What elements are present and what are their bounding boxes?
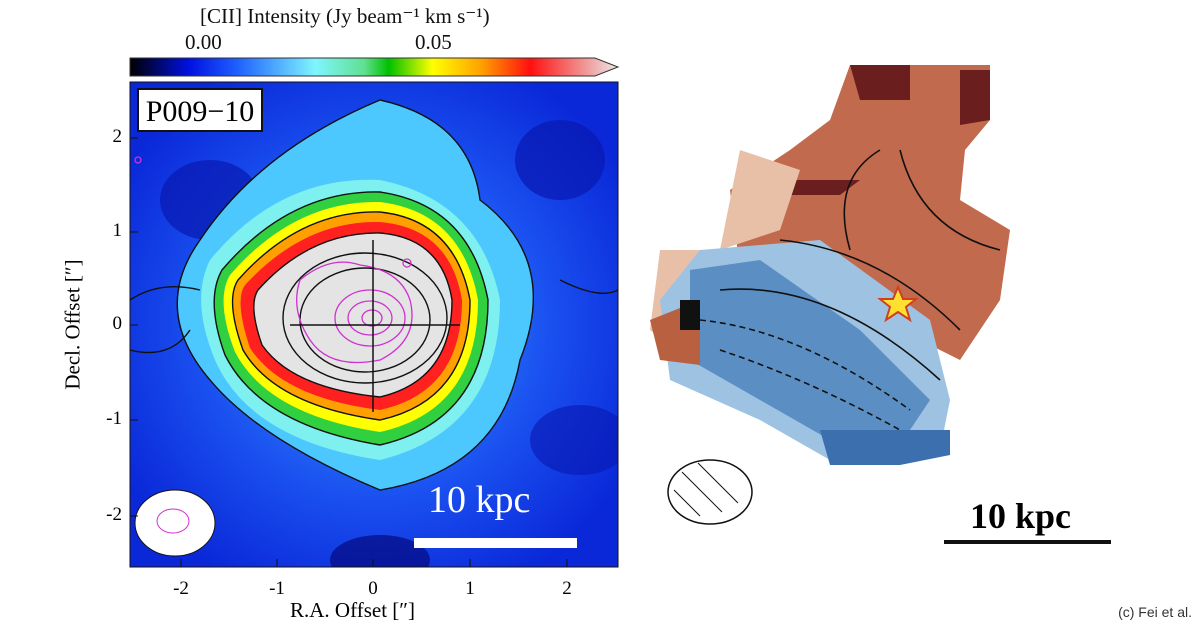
y-tick: 0	[112, 313, 123, 334]
x-tick: 0	[368, 578, 378, 599]
x-tick: 1	[465, 578, 475, 599]
x-tick: -2	[173, 578, 189, 599]
axes	[129, 81, 619, 568]
intensity-map	[130, 82, 618, 567]
panel-label: P009−10	[137, 88, 263, 132]
x-axis-label: R.A. Offset [″]	[290, 598, 416, 622]
velocity-map	[650, 65, 1111, 544]
y-tick: -1	[106, 408, 122, 429]
colorbar-tick: 0.00	[185, 30, 222, 54]
credit: (c) Fei et al.	[1118, 604, 1192, 620]
colorbar	[129, 57, 620, 77]
x-tick: 2	[562, 578, 572, 599]
y-axis-label: Decl. Offset [″]	[60, 259, 85, 390]
y-tick: 2	[112, 126, 123, 147]
y-tick: 1	[112, 220, 123, 241]
colorbar-tick: 0.05	[415, 30, 452, 54]
y-tick: -2	[106, 504, 122, 525]
scale-bar-label: 10 kpc	[428, 479, 531, 521]
x-tick: -1	[269, 578, 285, 599]
colorbar-title: [CII] Intensity (Jy beam⁻¹ km s⁻¹)	[200, 4, 490, 28]
scale-bar-label: 10 kpc	[970, 496, 1072, 536]
